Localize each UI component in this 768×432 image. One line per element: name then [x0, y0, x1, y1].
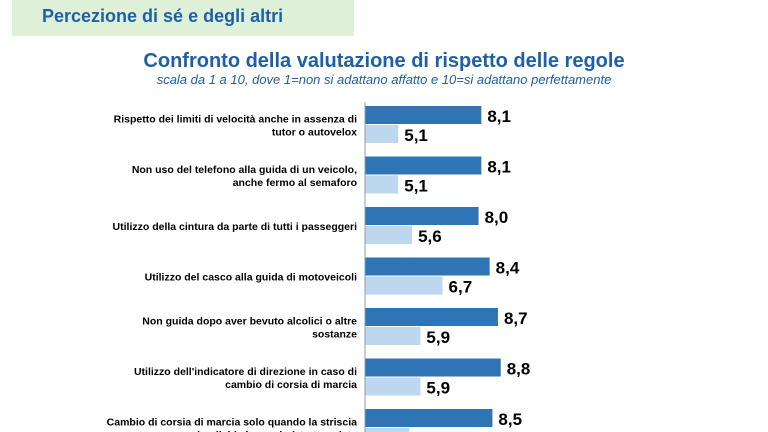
data-label: 8,8	[507, 360, 531, 379]
category-label: cambio di corsia di marcia	[225, 379, 357, 391]
bar-series-2	[365, 428, 410, 432]
data-label: 8,0	[485, 208, 509, 227]
chart-subtitle: scala da 1 a 10, dove 1=non si adattano …	[156, 72, 612, 87]
bar-series-1	[365, 156, 482, 175]
data-label: 8,5	[498, 410, 522, 429]
section-title: Percezione di sé e degli altri	[42, 6, 284, 26]
section-header: Percezione di sé e degli altri	[12, 0, 354, 36]
data-label: 5,1	[404, 126, 428, 145]
data-label: 6,7	[449, 278, 473, 297]
category-label: Utilizzo della cintura da parte di tutti…	[113, 221, 358, 233]
bar-series-1	[365, 106, 482, 124]
bar-series-1	[365, 409, 493, 427]
data-label: 5,9	[426, 379, 450, 398]
bar-series-2	[365, 276, 443, 295]
category-label: che divide le corsie è tratteggiata	[191, 430, 357, 432]
bar-series-2	[365, 125, 399, 143]
data-label: 8,4	[496, 259, 520, 278]
data-label: 5,5	[415, 429, 439, 432]
category-label: Cambio di corsia di marcia solo quando l…	[107, 417, 357, 429]
category-label: Non uso del telefono alla guida di un ve…	[132, 164, 357, 176]
category-label: Non guida dopo aver bevuto alcolici o al…	[142, 316, 357, 328]
bar-series-1	[365, 257, 490, 276]
data-label: 8,1	[487, 107, 511, 126]
data-label: 5,6	[418, 227, 442, 246]
bar-series-2	[365, 377, 421, 396]
chart-title: Confronto della valutazione di rispetto …	[143, 50, 625, 72]
category-label: sostanze	[312, 329, 357, 341]
category-label: Utilizzo dell'indicatore di direzione in…	[134, 366, 357, 378]
bar-series-2	[365, 175, 399, 194]
bar-series-2	[365, 226, 413, 244]
category-label: Rispetto dei limiti di velocità anche in…	[114, 114, 357, 126]
category-label: Utilizzo del casco alla guida di motovei…	[145, 272, 357, 284]
bar-series-1	[365, 207, 479, 225]
bar-series-2	[365, 327, 421, 345]
category-label: anche fermo al semaforo	[233, 177, 357, 189]
bar-series-1	[365, 358, 501, 377]
data-label: 5,9	[426, 328, 450, 347]
data-label: 8,7	[504, 309, 528, 328]
data-label: 5,1	[404, 177, 428, 196]
bar-series-1	[365, 308, 498, 326]
category-label: tutor o autovelox	[272, 127, 357, 139]
data-label: 8,1	[487, 158, 511, 177]
